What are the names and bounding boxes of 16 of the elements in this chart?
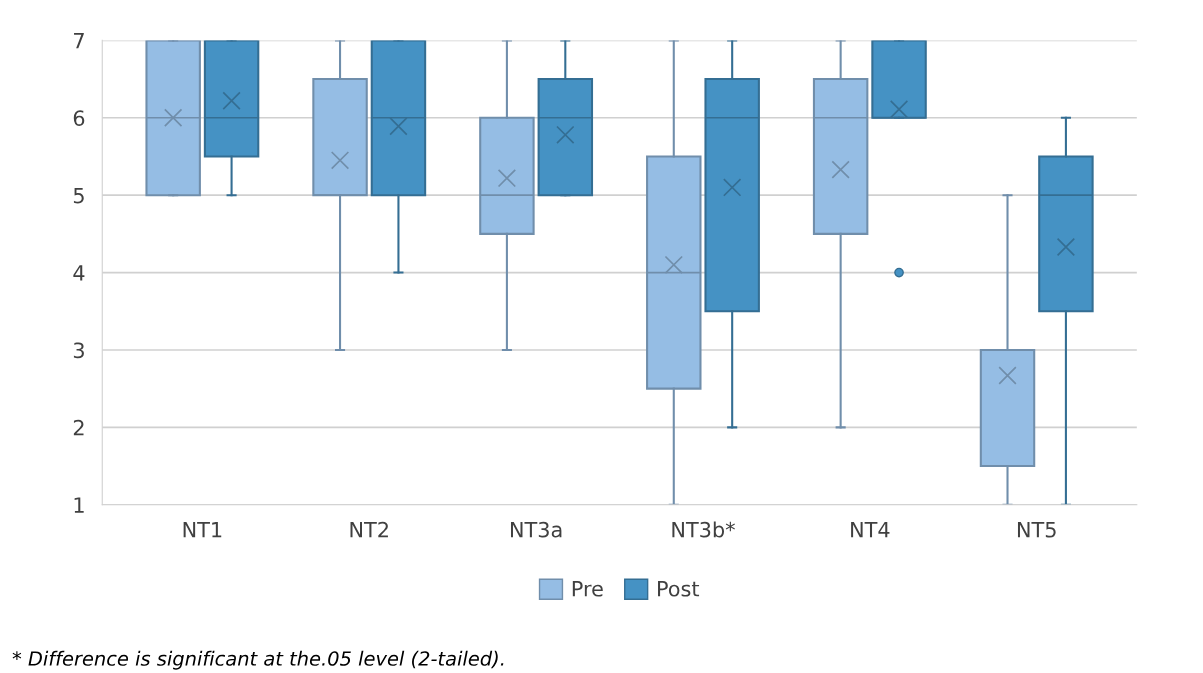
y-tick-label: 5 [73, 187, 84, 204]
y-tick-label: 6 [73, 110, 85, 126]
x-tick-label: NT1 [183, 522, 222, 538]
y-tick-label: 3 [73, 342, 84, 359]
y-tick-label: 4 [73, 265, 85, 281]
y-tick-label: 7 [74, 33, 84, 49]
y-tick-label: 1 [74, 497, 84, 513]
legend-label: Pre [572, 581, 603, 597]
x-tick-label: NT3a [510, 521, 562, 538]
x-tick-label: NT4 [851, 522, 890, 538]
legend-label: Post [658, 581, 700, 597]
text: * Difference is significant at the.05 level (2-tailed). [12, 650, 504, 670]
x-tick-label: NT2 [350, 521, 388, 538]
x-tick-label: NT5 [1017, 522, 1056, 538]
x-tick-label: NT3b* [672, 521, 735, 538]
y-tick-label: 2 [73, 419, 84, 436]
